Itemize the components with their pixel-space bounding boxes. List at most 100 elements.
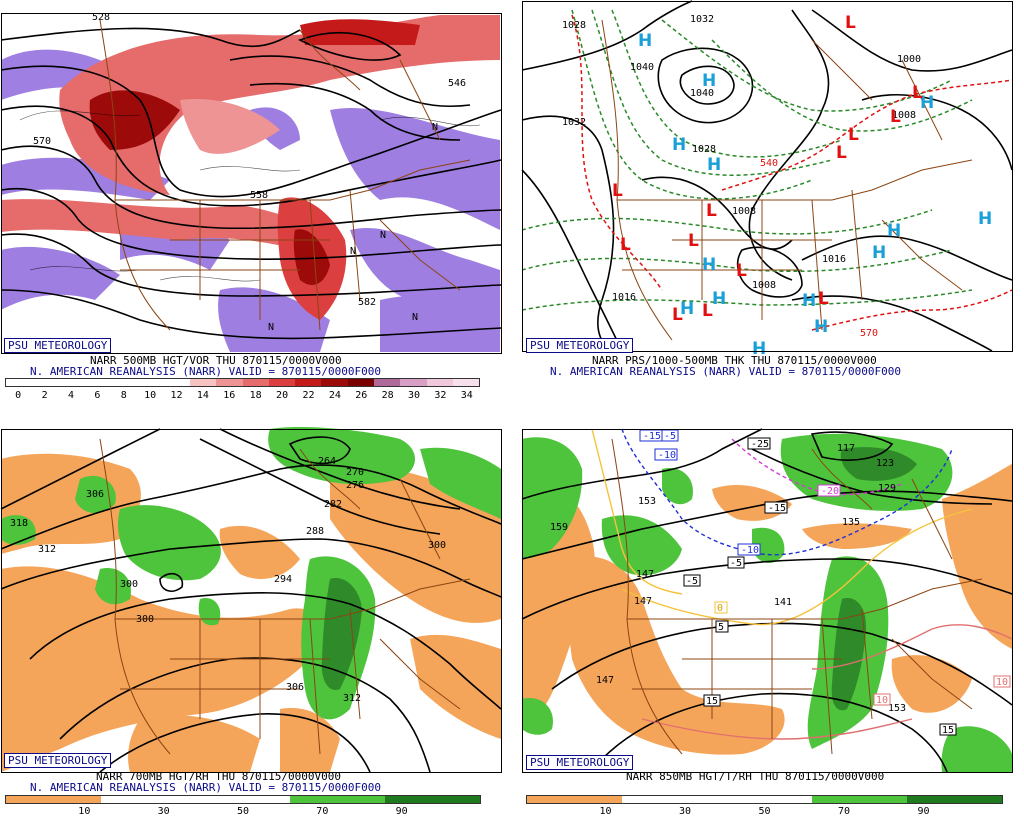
color-bar-swatch: [290, 796, 386, 803]
temperature-label-box: 10: [993, 675, 1011, 688]
scale-tick-label: 14: [196, 390, 209, 401]
scale-tick-label: 0: [15, 390, 22, 401]
contour-label: 135: [842, 517, 860, 528]
humidity-color-bar: [526, 795, 1003, 804]
color-bar-swatch: [6, 379, 33, 386]
scale-tick-label: 34: [460, 390, 473, 401]
contour-label: 117: [837, 443, 855, 454]
contour-label: 282: [324, 499, 342, 510]
psu-meteorology-logo: PSU METEOROLOGY: [526, 338, 634, 353]
color-bar-swatch: [622, 796, 717, 803]
contour-label: 159: [550, 522, 568, 533]
color-bar-swatch: [812, 796, 907, 803]
temperature-labels: -15 -5 -10 -25 -20 -15 -10 -5 -5 5 0 15 …: [639, 429, 1011, 736]
svg-text:-5: -5: [664, 431, 676, 442]
color-bar-swatch: [58, 379, 85, 386]
svg-text:-5: -5: [686, 576, 698, 587]
scale-tick-label: 10: [78, 806, 91, 817]
contour-label: N: [380, 230, 386, 241]
scale-tick-label: 8: [120, 390, 127, 401]
high-pressure-icon: H: [814, 317, 828, 337]
panel-pressure-thickness: 1028 1032 1040 1040 1032 1028 1008 1008 …: [512, 0, 1024, 409]
thickness-label: 540: [760, 158, 778, 169]
isobars: [521, 0, 1013, 352]
color-bar-swatch: [295, 379, 322, 386]
scale-tick-label: 16: [223, 390, 236, 401]
color-bar-swatch: [195, 796, 291, 803]
high-pressure-icon: H: [707, 155, 721, 175]
contour-label: 312: [38, 544, 56, 555]
temperature-label-box: -25: [747, 437, 771, 450]
contour-label: 147: [636, 569, 654, 580]
political-boundaries: [601, 19, 973, 341]
scale-tick-label: 50: [758, 806, 771, 817]
svg-text:5: 5: [718, 622, 724, 633]
temperature-label-box: -15: [764, 501, 788, 514]
height-contours: [0, 27, 502, 340]
temperature-label-box: -15: [639, 429, 663, 442]
caption-product: NARR 850MB HGT/T/RH THU 870115/0000V000: [626, 770, 885, 783]
humidity-color-bar: [5, 795, 481, 804]
isobar-label: 1008: [732, 206, 756, 217]
low-pressure-icon: L: [672, 305, 683, 325]
contour-label: 147: [596, 675, 614, 686]
scale-tick-label: 70: [837, 806, 851, 817]
high-pressure-icon: H: [672, 135, 686, 155]
scale-tick-label: 10: [599, 806, 612, 817]
map-700mb-humidity: 318 312 306 300 300 294 288 282 276 270 …: [0, 427, 502, 773]
psu-meteorology-logo: PSU METEOROLOGY: [4, 753, 112, 768]
color-bar-swatch: [373, 379, 401, 386]
high-pressure-symbols: H H H H H H H H H H H H H H: [638, 31, 992, 359]
svg-text:0: 0: [717, 603, 723, 614]
temperature-label-box: 5: [715, 620, 729, 633]
svg-text:10: 10: [996, 677, 1008, 688]
isobar-label: 1032: [562, 117, 586, 128]
scale-tick-label: 24: [328, 390, 341, 401]
high-pressure-icon: H: [872, 243, 886, 263]
political-boundaries: [99, 438, 471, 755]
panel-500mb-vorticity: 528 546 570 558 582 N N N N N PSU METEOR…: [0, 0, 512, 409]
color-bar-swatch: [84, 379, 112, 386]
vorticity-scale-ticks: 0 2 4 6 8 10 12 14 16 18 20 22 24 26 28 30 32 34: [5, 390, 480, 401]
caption-product: NARR 700MB HGT/RH THU 870115/0000V000: [96, 770, 342, 783]
svg-text:-25: -25: [751, 439, 769, 450]
color-bar-swatch: [242, 379, 269, 386]
color-bar-swatch: [452, 379, 480, 386]
temperature-label-box: -10: [654, 448, 678, 461]
svg-text:-20: -20: [821, 486, 839, 497]
temperature-label-box: -5: [683, 574, 701, 587]
caption-product: NARR PRS/1000-500MB THK THU 870115/0000V…: [592, 354, 877, 367]
contour-label: 264: [318, 456, 336, 467]
color-bar-swatch: [527, 796, 622, 803]
color-bar-swatch: [385, 796, 480, 803]
low-pressure-symbols: L L L L L L L L L L L L L: [612, 13, 923, 325]
scale-tick-label: 4: [67, 390, 74, 401]
color-bar-swatch: [32, 379, 59, 386]
high-pressure-icon: H: [712, 289, 726, 309]
svg-text:-15: -15: [768, 503, 786, 514]
contour-label: 129: [878, 483, 896, 494]
low-pressure-icon: L: [620, 235, 631, 255]
contour-label: 312: [343, 693, 361, 704]
panel-700mb-humidity: 318 312 306 300 300 294 288 282 276 270 …: [0, 409, 512, 819]
map-pressure-thickness: 1028 1032 1040 1040 1032 1028 1008 1008 …: [521, 0, 1013, 359]
contour-label: 546: [448, 78, 466, 89]
contour-label: 300: [136, 614, 154, 625]
isotherms: [591, 428, 1013, 740]
high-pressure-icon: H: [978, 209, 992, 229]
contour-label: 318: [10, 518, 28, 529]
high-pressure-icon: H: [638, 31, 652, 51]
contour-label: 123: [876, 458, 894, 469]
contour-label: 153: [638, 496, 656, 507]
isobar-label: 1000: [897, 54, 921, 65]
caption-valid-time: N. AMERICAN REANALYSIS (NARR) VALID = 87…: [30, 781, 381, 794]
caption-product: NARR 500MB HGT/VOR THU 870115/0000V000: [90, 354, 342, 367]
color-bar-swatch: [100, 796, 196, 803]
contour-label: 276: [346, 480, 364, 491]
temperature-label-box: 10: [873, 693, 891, 706]
humidity-scale-ticks: 10 30 50 70 90: [526, 806, 1003, 817]
contour-label: 558: [250, 190, 268, 201]
color-bar-swatch: [268, 379, 296, 386]
svg-text:15: 15: [942, 725, 954, 736]
low-pressure-icon: L: [912, 83, 923, 103]
